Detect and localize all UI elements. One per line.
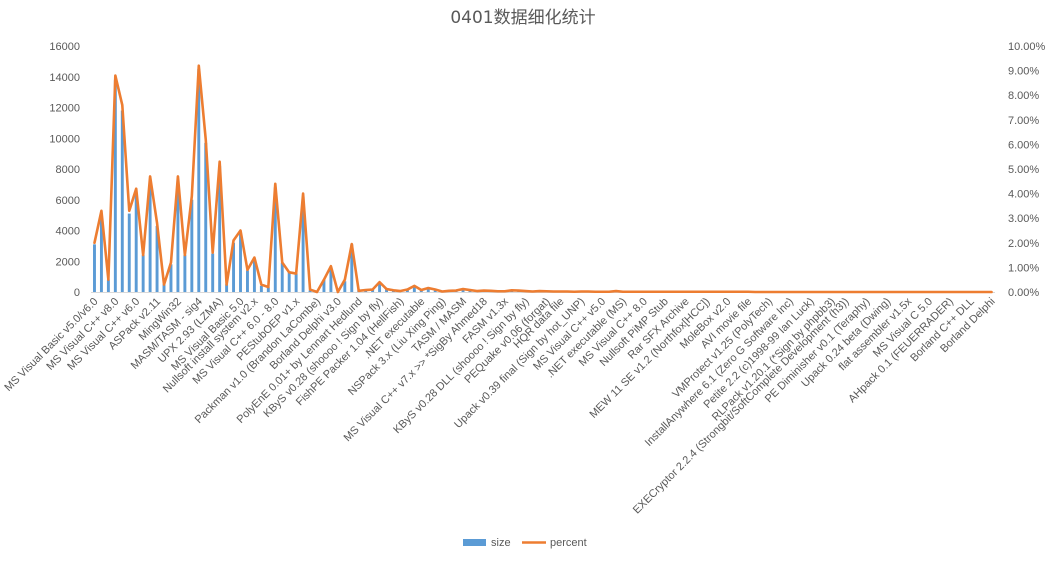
size-bar — [107, 280, 110, 292]
left-axis-ticks: 0 2000 4000 6000 8000 10000 12000 14000 16000 — [49, 41, 80, 299]
right-tick-label: 4.00% — [1008, 189, 1039, 201]
left-tick-label: 10000 — [49, 133, 80, 145]
left-tick-label: 8000 — [56, 164, 80, 176]
size-bar — [211, 254, 214, 292]
size-bars — [93, 69, 993, 292]
left-tick-label: 16000 — [49, 41, 80, 53]
right-tick-label: 3.00% — [1008, 213, 1039, 225]
percent-line-group — [94, 66, 991, 292]
left-tick-label: 14000 — [49, 72, 80, 84]
x-axis-labels: MS Visual Basic v5.0/v6.0MS Visual C++ v… — [2, 295, 997, 516]
legend-swatch-size — [463, 539, 486, 546]
size-bar — [142, 255, 145, 292]
right-tick-label: 7.00% — [1008, 115, 1039, 127]
right-tick-label: 8.00% — [1008, 90, 1039, 102]
size-bar — [288, 272, 291, 292]
left-tick-label: 4000 — [56, 226, 80, 238]
size-bar — [246, 270, 249, 292]
legend-label-percent: percent — [550, 537, 587, 549]
percent-line — [94, 66, 991, 292]
right-tick-label: 2.00% — [1008, 238, 1039, 250]
left-tick-label: 2000 — [56, 256, 80, 268]
chart-title: 0401数据细化统计 — [450, 8, 595, 28]
size-bar — [93, 244, 96, 292]
right-tick-label: 9.00% — [1008, 66, 1039, 78]
legend-label-size: size — [491, 537, 511, 549]
right-tick-label: 1.00% — [1008, 262, 1039, 274]
size-bar — [295, 274, 298, 292]
left-tick-label: 6000 — [56, 195, 80, 207]
size-bar — [183, 255, 186, 292]
right-tick-label: 10.00% — [1008, 41, 1046, 53]
right-axis-ticks: 0.00% 1.00% 2.00% 3.00% 4.00% 5.00% 6.00% 7.00%… — [1008, 41, 1046, 299]
left-tick-label: 12000 — [49, 103, 80, 115]
size-bar — [128, 214, 131, 292]
left-tick-label: 0 — [74, 287, 80, 299]
right-tick-label: 0.00% — [1008, 287, 1039, 299]
size-bar — [281, 263, 284, 292]
right-tick-label: 6.00% — [1008, 139, 1039, 151]
legend: size percent — [463, 537, 587, 549]
right-tick-label: 5.00% — [1008, 164, 1039, 176]
size-bar — [260, 286, 263, 292]
